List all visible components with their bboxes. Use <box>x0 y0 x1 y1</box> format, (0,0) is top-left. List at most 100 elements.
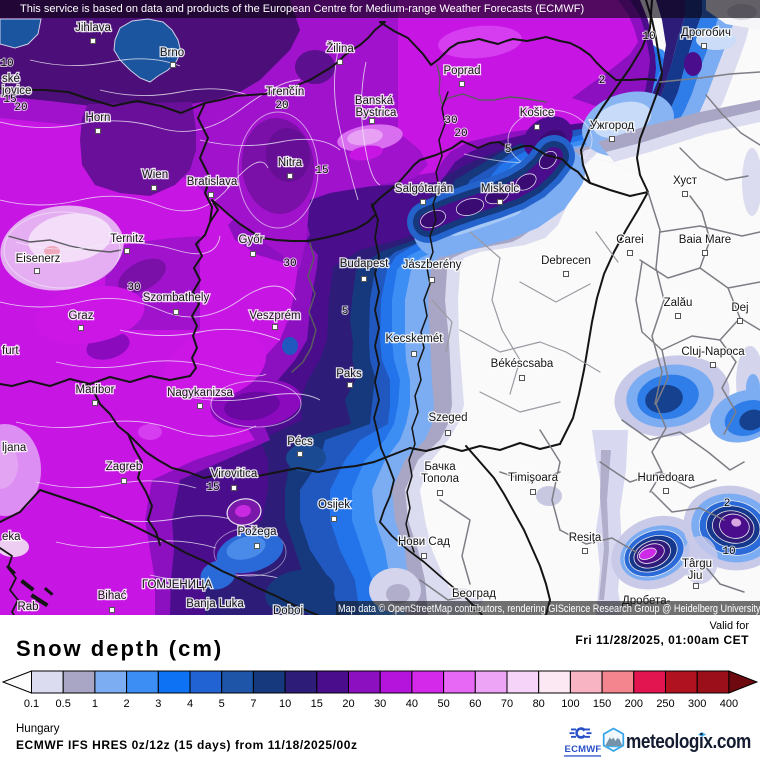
svg-text:Jihlava: Jihlava <box>75 22 111 34</box>
svg-text:Eisenerz: Eisenerz <box>16 253 61 265</box>
svg-text:10: 10 <box>722 546 735 558</box>
svg-text:Szombathely: Szombathely <box>143 292 210 304</box>
svg-text:Salgótarján: Salgótarján <box>395 183 453 195</box>
svg-text:Nitra: Nitra <box>278 157 303 169</box>
svg-text:Timişoara: Timişoara <box>508 472 559 484</box>
svg-text:Győr: Győr <box>239 234 264 246</box>
svg-text:Zalău: Zalău <box>664 297 693 309</box>
svg-text:2: 2 <box>724 498 731 510</box>
svg-text:15: 15 <box>311 698 323 710</box>
svg-text:Београд: Београд <box>452 588 496 600</box>
svg-text:Carei: Carei <box>616 234 643 246</box>
svg-text:Cluj-Napoca: Cluj-Napoca <box>681 346 745 358</box>
svg-text:30: 30 <box>127 282 140 294</box>
svg-text:400: 400 <box>720 698 738 710</box>
svg-text:ГОМЈЕНИЦА: ГОМЈЕНИЦА <box>142 579 213 591</box>
svg-text:Békéscsaba: Békéscsaba <box>491 358 554 370</box>
svg-text:2: 2 <box>599 75 606 87</box>
svg-text:20: 20 <box>275 100 288 112</box>
svg-text:Baia Mare: Baia Mare <box>679 234 731 246</box>
svg-text:15: 15 <box>3 94 16 106</box>
svg-text:1: 1 <box>92 698 98 710</box>
svg-text:10: 10 <box>0 58 13 70</box>
svg-text:Dej: Dej <box>731 302 748 314</box>
svg-text:60: 60 <box>469 698 481 710</box>
svg-text:Bratislava: Bratislava <box>187 176 238 188</box>
svg-text:Топола: Топола <box>421 473 460 485</box>
svg-text:300: 300 <box>688 698 706 710</box>
svg-text:Doboj: Doboj <box>273 605 303 615</box>
svg-text:Rab: Rab <box>17 601 38 613</box>
svg-text:Požega: Požega <box>237 526 277 538</box>
svg-text:Poprad: Poprad <box>443 65 480 77</box>
svg-text:15: 15 <box>206 482 219 494</box>
svg-text:5: 5 <box>219 698 225 710</box>
svg-text:Osijek: Osijek <box>318 499 350 511</box>
svg-text:40: 40 <box>406 698 418 710</box>
svg-text:4: 4 <box>187 698 193 710</box>
svg-text:Jászberény: Jászberény <box>403 259 462 271</box>
svg-text:0.5: 0.5 <box>56 698 71 710</box>
svg-text:50: 50 <box>437 698 449 710</box>
svg-text:Graz: Graz <box>69 310 94 322</box>
svg-text:Košice: Košice <box>520 107 555 119</box>
svg-text:0.1: 0.1 <box>24 698 39 710</box>
svg-text:Kecskemét: Kecskemét <box>386 333 444 345</box>
svg-text:3: 3 <box>155 698 161 710</box>
svg-text:ljana: ljana <box>2 442 27 454</box>
svg-text:70: 70 <box>501 698 513 710</box>
svg-text:250: 250 <box>656 698 674 710</box>
svg-text:Trenčín: Trenčín <box>266 86 305 98</box>
svg-text:Ужгород: Ужгород <box>590 120 634 132</box>
svg-text:Szeged: Szeged <box>428 412 467 424</box>
svg-text:20: 20 <box>14 102 27 114</box>
svg-text:eka: eka <box>2 531 21 543</box>
svg-text:30: 30 <box>283 258 296 270</box>
svg-text:2: 2 <box>124 698 130 710</box>
svg-text:150: 150 <box>593 698 611 710</box>
svg-text:20: 20 <box>342 698 354 710</box>
svg-text:Wien: Wien <box>142 169 168 181</box>
svg-text:Jiu: Jiu <box>688 570 703 582</box>
svg-text:5: 5 <box>342 306 349 318</box>
svg-text:10: 10 <box>642 31 655 43</box>
svg-text:5: 5 <box>505 144 512 156</box>
svg-text:20: 20 <box>454 128 467 140</box>
svg-text:30: 30 <box>374 698 386 710</box>
svg-text:Miskolc: Miskolc <box>481 183 520 195</box>
svg-text:Zagreb: Zagreb <box>106 461 142 473</box>
svg-text:Bystrica: Bystrica <box>356 107 398 119</box>
svg-text:furt: furt <box>2 345 19 357</box>
svg-text:Brno: Brno <box>160 47 184 59</box>
svg-text:Bihać: Bihać <box>98 590 127 602</box>
svg-text:Žilina: Žilina <box>326 42 354 55</box>
svg-text:10: 10 <box>279 698 291 710</box>
svg-text:Veszprém: Veszprém <box>249 310 300 322</box>
svg-text:Horn: Horn <box>86 112 111 124</box>
svg-text:Nagykanizsa: Nagykanizsa <box>167 387 233 399</box>
svg-text:80: 80 <box>533 698 545 710</box>
svg-text:Debrecen: Debrecen <box>541 255 591 267</box>
svg-text:Resiţa: Resiţa <box>569 532 602 544</box>
svg-text:Pécs: Pécs <box>287 436 313 448</box>
svg-text:200: 200 <box>625 698 643 710</box>
svg-text:7: 7 <box>250 698 256 710</box>
svg-text:30: 30 <box>444 115 457 127</box>
svg-text:Târgu: Târgu <box>682 558 712 570</box>
svg-text:Paks: Paks <box>336 368 362 380</box>
svg-text:Budapest: Budapest <box>340 258 389 270</box>
svg-text:Maribor: Maribor <box>76 384 115 396</box>
svg-text:Хуст: Хуст <box>673 175 698 187</box>
svg-text:ské: ské <box>2 73 20 85</box>
svg-text:15: 15 <box>315 165 328 177</box>
svg-text:Banská: Banská <box>355 95 394 107</box>
svg-text:Бачка: Бачка <box>424 461 456 473</box>
svg-text:Virovitica: Virovitica <box>211 468 258 480</box>
svg-text:jovice: jovice <box>1 85 31 97</box>
svg-text:Ternitz: Ternitz <box>110 233 144 245</box>
svg-text:100: 100 <box>561 698 579 710</box>
svg-text:Нови Сад: Нови Сад <box>398 536 450 548</box>
svg-text:Banja Luka: Banja Luka <box>186 598 244 610</box>
svg-text:Дрогобич: Дрогобич <box>681 27 731 39</box>
svg-text:Hunedoara: Hunedoara <box>638 472 696 484</box>
